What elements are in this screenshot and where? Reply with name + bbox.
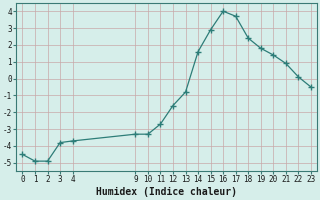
X-axis label: Humidex (Indice chaleur): Humidex (Indice chaleur) (96, 187, 237, 197)
